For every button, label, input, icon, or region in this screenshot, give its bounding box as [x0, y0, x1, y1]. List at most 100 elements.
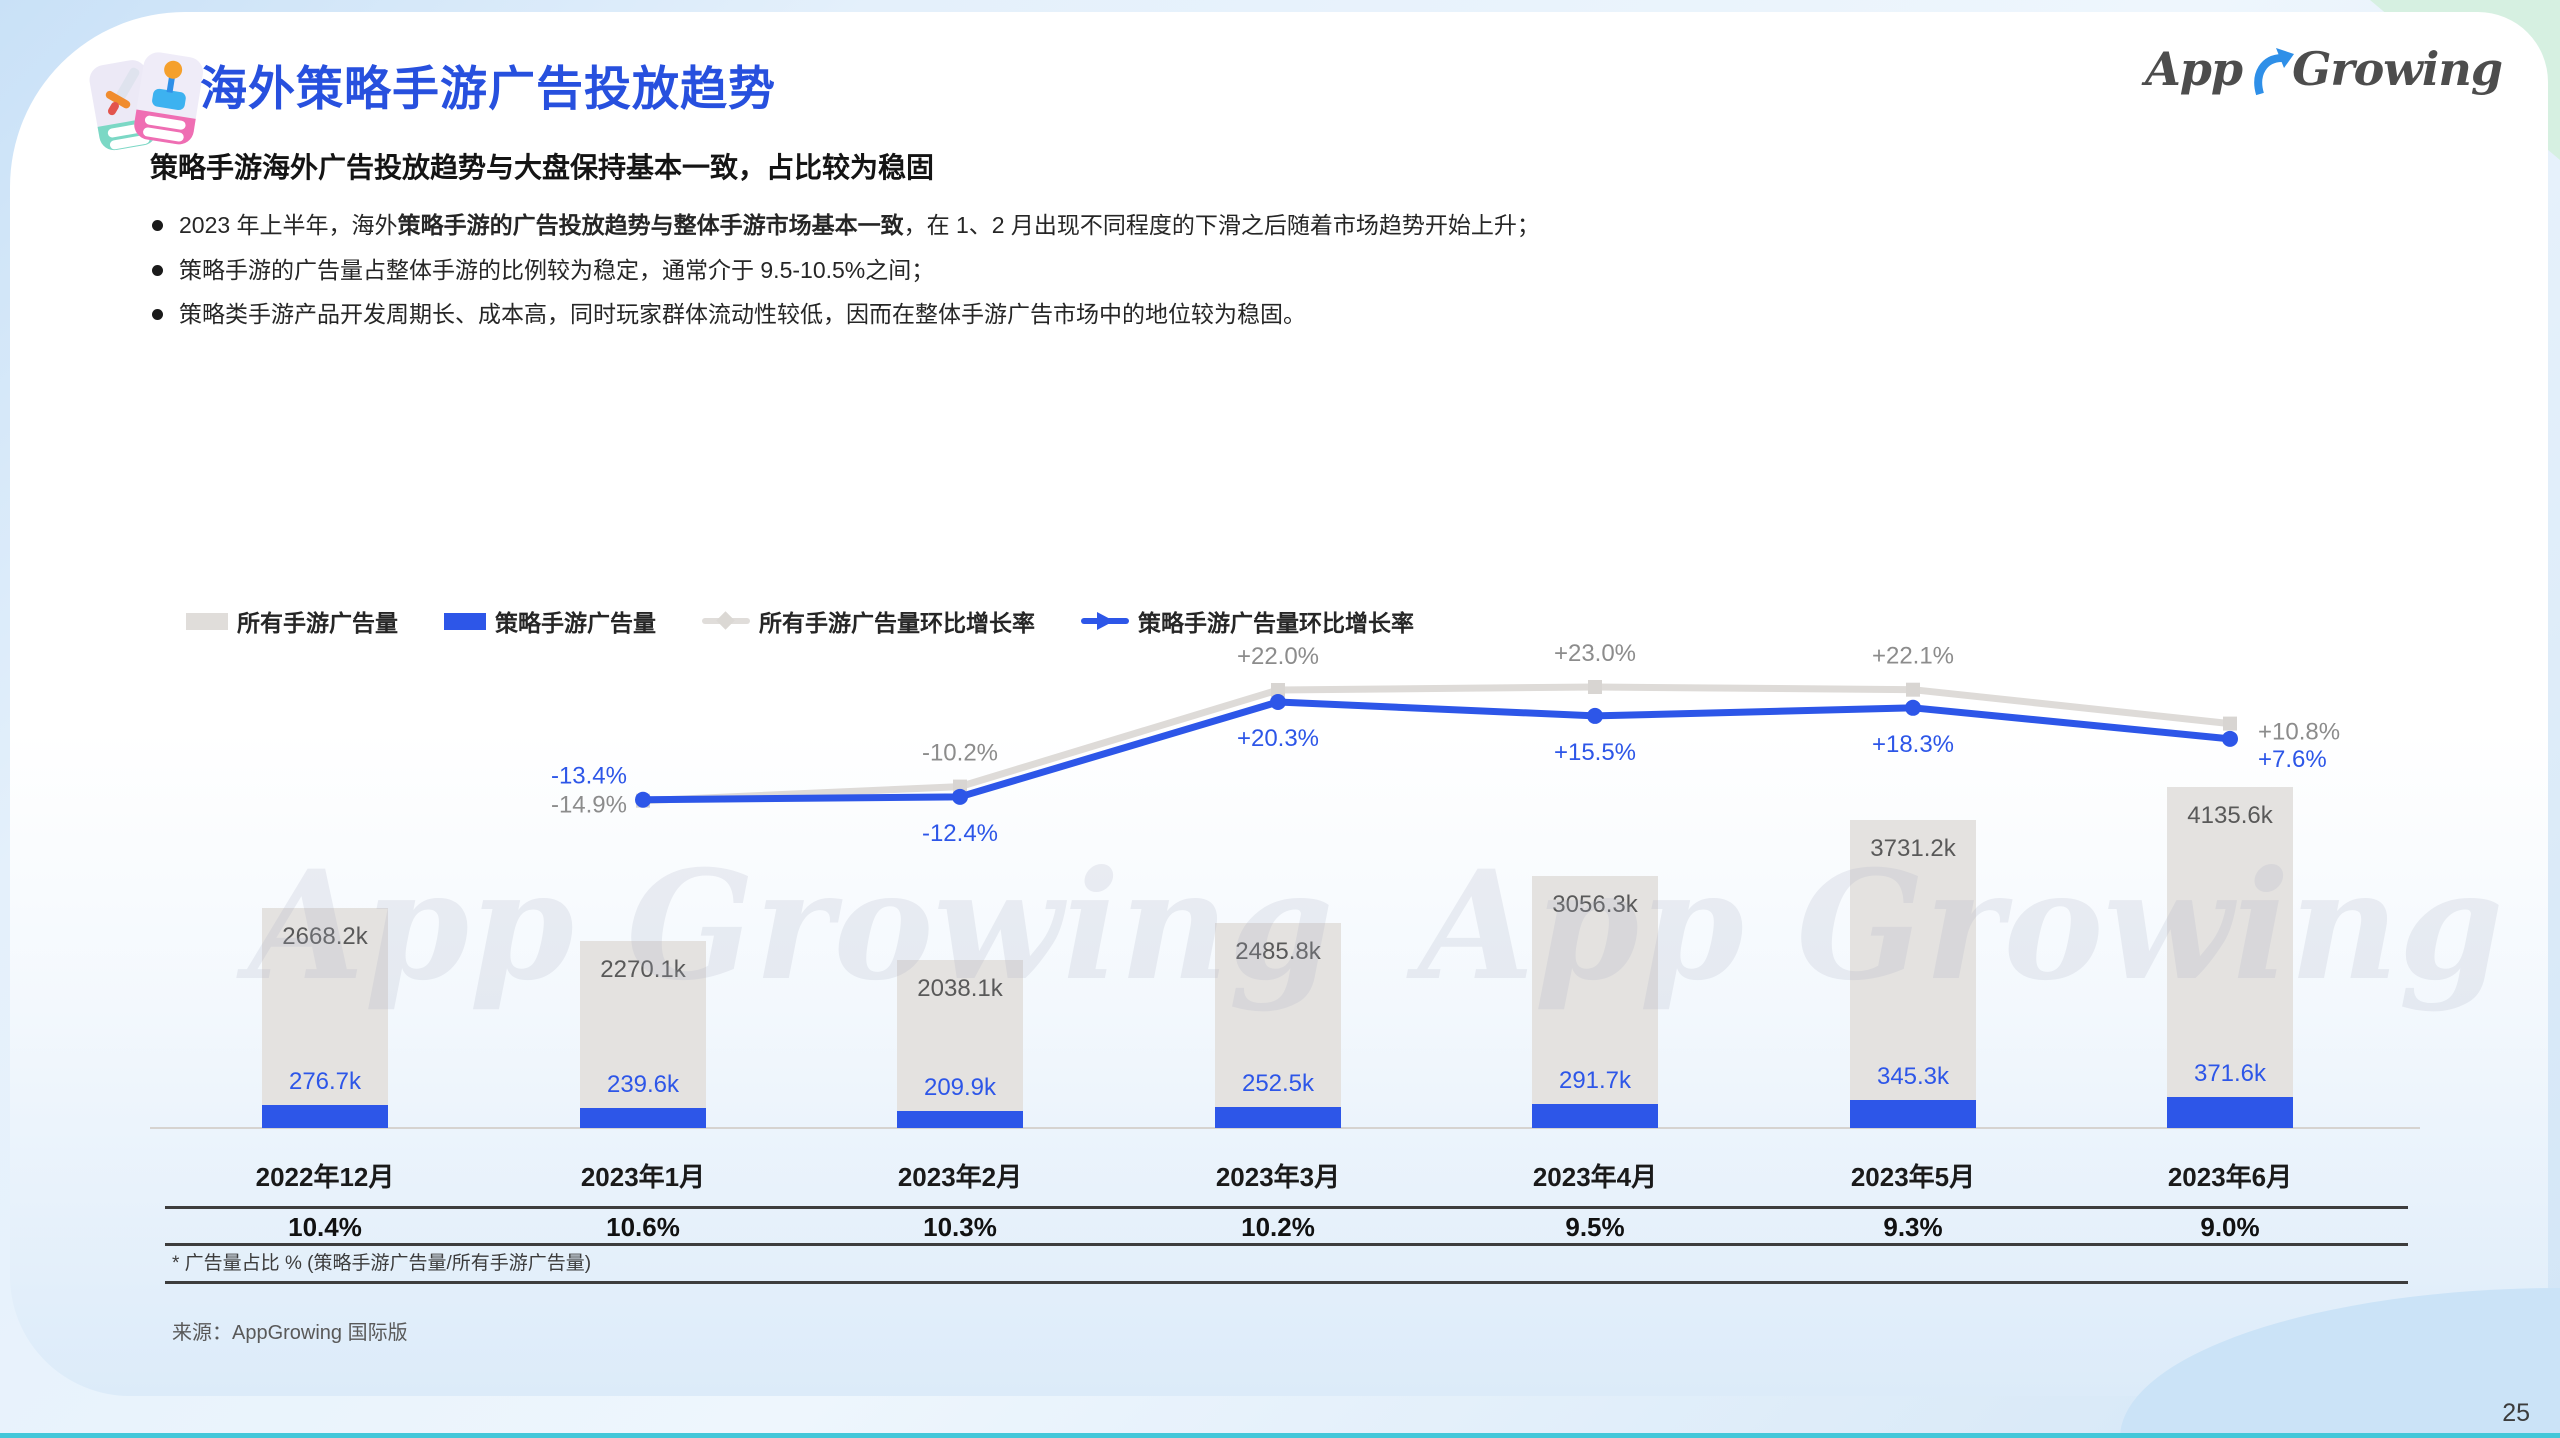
growth-line-all-marker: [1906, 682, 1920, 697]
bullet-item: 2023 年上半年，海外策略手游的广告投放趋势与整体手游市场基本一致，在 1、2…: [152, 212, 2412, 240]
share-percent-value: 9.0%: [2200, 1212, 2260, 1242]
month-label: 2023年3月: [1216, 1162, 1340, 1192]
bullet-text: 2023 年上半年，海外策略手游的广告投放趋势与整体手游市场基本一致，在 1、2…: [179, 212, 1540, 238]
table-line-middle: [165, 1243, 2408, 1246]
legend-marker-gray-line: [702, 618, 750, 624]
chart-legend: 所有手游广告量 策略手游广告量 所有手游广告量环比增长率 策略手游广告量环比增长…: [186, 604, 1414, 638]
share-percent-value: 9.5%: [1565, 1212, 1625, 1242]
growth-line-all: [639, 683, 2234, 805]
bullet-list: 2023 年上半年，海外策略手游的广告投放趋势与整体手游市场基本一致，在 1、2…: [152, 212, 2412, 346]
bar-value-strategy: 209.9k: [924, 1074, 997, 1101]
growth-line-all-marker: [1271, 683, 1285, 697]
bullet-item: 策略类手游产品开发周期长、成本高，同时玩家群体流动性较低，因而在整体手游广告市场…: [152, 301, 2412, 329]
bar-value-strategy: 276.7k: [289, 1068, 362, 1095]
bar-value-strategy: 345.3k: [1877, 1063, 1950, 1090]
combo-chart: 2668.2k 276.7k 2022年12月 2270.1k 239.6k 2023年1…: [150, 640, 2420, 1192]
month-label: 2023年6月: [2168, 1162, 2292, 1192]
bar-all-games: [2167, 787, 2293, 1128]
bar-strategy-games: [580, 1108, 706, 1128]
bar-strategy-games: [1850, 1100, 1976, 1128]
growth-line-all-marker: [2223, 716, 2237, 731]
page-number: 25: [2502, 1399, 2530, 1427]
growth-line-strategy-marker: [2222, 730, 2238, 747]
bottom-accent-line: [0, 1433, 2560, 1438]
bar-value-all: 2038.1k: [917, 975, 1003, 1002]
share-percent-value: 10.4%: [288, 1212, 362, 1242]
bullet-text: 策略类手游产品开发周期长、成本高，同时玩家群体流动性较低，因而在整体手游广告市场…: [179, 301, 1306, 328]
legend-item-strategy-bar: 策略手游广告量: [444, 604, 656, 638]
page-title: 海外策略手游广告投放趋势: [200, 62, 776, 115]
bar-value-all: 2668.2k: [282, 923, 368, 950]
month-label: 2023年4月: [1533, 1162, 1657, 1192]
slide-subtitle: 策略手游海外广告投放趋势与大盘保持基本一致，占比较为稳固: [150, 152, 935, 183]
share-percent-value: 10.6%: [606, 1212, 680, 1242]
bar-strategy-games: [262, 1105, 388, 1128]
growth-line-strategy-marker: [952, 788, 968, 805]
growth-label-all: +22.1%: [1872, 643, 1954, 670]
growth-label-all: -14.9%: [551, 792, 627, 819]
growth-label-all: +23.0%: [1554, 640, 1636, 667]
joystick-icon: [152, 60, 186, 111]
growth-line-strategy-marker: [1905, 699, 1921, 716]
growth-line-all-marker: [1588, 680, 1602, 694]
growth-label-all: -10.2%: [922, 740, 998, 767]
bar-value-strategy: 239.6k: [607, 1071, 680, 1098]
legend-item-all-games-growth: 所有手游广告量环比增长率: [702, 604, 1035, 638]
bar-value-all: 3731.2k: [1870, 835, 1956, 862]
bar-value-all: 4135.6k: [2187, 802, 2273, 829]
bar-all-games: [262, 908, 388, 1128]
bar-strategy-games: [1215, 1107, 1341, 1128]
bar-value-all: 3056.3k: [1552, 891, 1638, 918]
bullet-item: 策略手游的广告量占整体手游的比例较为稳定，通常介于 9.5-10.5%之间；: [152, 257, 2412, 285]
bar-value-all: 2270.1k: [600, 956, 686, 983]
logo-text-growing: Growing: [2292, 42, 2503, 96]
bar-all-games: [897, 960, 1023, 1128]
strategy-games-icon: [89, 52, 203, 151]
sword-icon: [105, 67, 140, 116]
month-label: 2023年2月: [898, 1162, 1022, 1192]
legend-item-strategy-growth: 策略手游广告量环比增长率: [1081, 604, 1414, 638]
bar-strategy-games: [897, 1111, 1023, 1128]
share-percent-value: 9.3%: [1883, 1212, 1943, 1242]
source-note: 来源：AppGrowing 国际版: [172, 1322, 408, 1344]
bullet-dot-icon: [152, 220, 163, 231]
bar-strategy-games: [1532, 1104, 1658, 1128]
bar-value-strategy: 371.6k: [2194, 1060, 2267, 1087]
logo-arrow-icon: [2254, 48, 2295, 96]
share-percent-value: 10.3%: [923, 1212, 997, 1242]
growth-label-all: +10.8%: [2258, 719, 2340, 746]
legend-item-all-games-bar: 所有手游广告量: [186, 604, 398, 638]
growth-line-strategy: [639, 698, 2234, 804]
growth-line-strategy-marker: [635, 791, 651, 808]
growth-label-strategy: -12.4%: [922, 820, 998, 847]
logo-text-app: App: [2145, 42, 2243, 96]
bullet-dot-icon: [152, 264, 163, 276]
appgrowing-logo: App Growing: [2145, 42, 2503, 96]
share-percent-row: 10.4% 10.6% 10.3% 10.2% 9.5% 9.3% 9.0%: [0, 1212, 2560, 1244]
growth-label-strategy: +7.6%: [2258, 746, 2327, 773]
bar-all-games: [1532, 876, 1658, 1128]
growth-line-strategy-marker: [1587, 707, 1603, 724]
growth-label-strategy: +20.3%: [1237, 725, 1319, 752]
month-label: 2022年12月: [256, 1162, 395, 1192]
growth-label-all: +22.0%: [1237, 643, 1319, 670]
growth-label-strategy: +15.5%: [1554, 739, 1636, 766]
legend-swatch-blue-bar: [444, 612, 486, 630]
bar-all-games: [580, 941, 706, 1128]
bullet-text: 策略手游的广告量占整体手游的比例较为稳定，通常介于 9.5-10.5%之间；: [179, 256, 935, 283]
bar-value-strategy: 291.7k: [1559, 1067, 1632, 1094]
month-label: 2023年5月: [1851, 1162, 1975, 1192]
growth-label-strategy: +18.3%: [1872, 731, 1954, 758]
bar-value-all: 2485.8k: [1235, 938, 1321, 965]
legend-marker-blue-line: [1081, 612, 1129, 630]
table-line-top: [165, 1206, 2408, 1209]
growth-label-strategy: -13.4%: [551, 763, 627, 790]
growth-line-strategy-marker: [1270, 694, 1286, 710]
bar-value-strategy: 252.5k: [1242, 1070, 1315, 1097]
share-percent-value: 10.2%: [1241, 1212, 1315, 1242]
bar-all-games: [1850, 820, 1976, 1128]
month-label: 2023年1月: [581, 1162, 705, 1192]
bullet-dot-icon: [152, 309, 163, 321]
